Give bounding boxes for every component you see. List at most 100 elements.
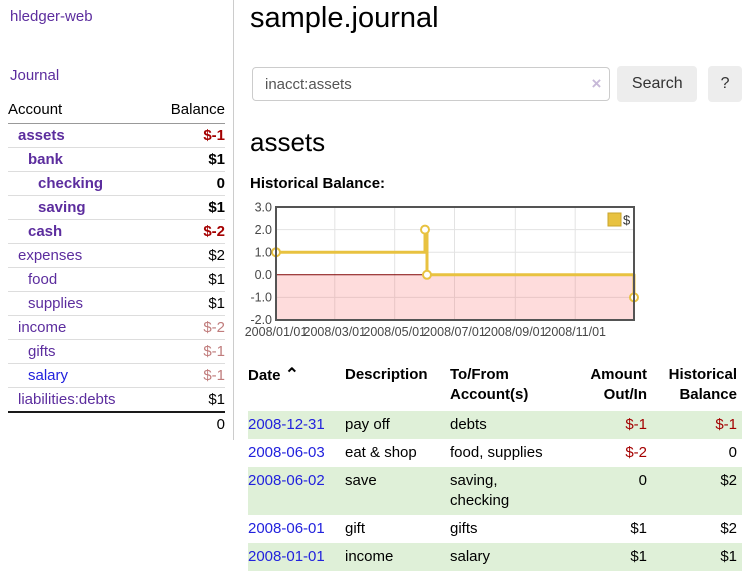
table-row: 2008-12-31 pay off debts $-1 $-1	[248, 411, 742, 439]
clear-icon[interactable]: ×	[591, 74, 602, 93]
account-row: supplies $1	[8, 291, 225, 316]
sidebar-item-journal[interactable]: Journal	[10, 67, 60, 84]
account-balance: $1	[152, 387, 225, 412]
account-heading: assets	[250, 127, 326, 157]
account-row: cash $-2	[8, 219, 225, 244]
account-link-salary[interactable]: salary	[28, 367, 69, 384]
transaction-balance: 0	[728, 444, 737, 461]
transaction-accounts: saving, checking	[450, 472, 510, 509]
search-input[interactable]	[252, 67, 611, 101]
transaction-date-link[interactable]: 2008-06-02	[248, 472, 325, 489]
page-title: sample.journal	[250, 2, 439, 34]
register-header-balance: Historical Balance	[668, 366, 737, 403]
account-link-assets[interactable]: assets	[18, 127, 65, 144]
account-balance: 0	[152, 171, 225, 196]
transaction-date-link[interactable]: 2008-01-01	[248, 548, 325, 565]
svg-text:2.0: 2.0	[255, 223, 272, 237]
svg-text:2008/05/01: 2008/05/01	[363, 325, 426, 339]
account-row: checking 0	[8, 171, 225, 196]
account-link-expenses[interactable]: expenses	[18, 247, 83, 264]
sidebar-divider	[233, 0, 234, 440]
main-content: sample.journal × Search ? assets Histori…	[245, 0, 742, 571]
account-link-income[interactable]: income	[18, 319, 67, 336]
legend-label: $	[623, 213, 631, 228]
chart-canvas: $ 3.0 2.0 1.0 0.0 -1.0 -2.0 2008/01/01 2…	[245, 201, 639, 339]
account-balance: $1	[152, 147, 225, 172]
transaction-amount: $1	[630, 520, 647, 537]
x-axis-ticks: 2008/01/01 2008/03/01 2008/05/01 2008/07…	[245, 325, 606, 339]
chart-border	[275, 206, 635, 321]
transaction-accounts: gifts	[450, 520, 478, 537]
table-row: 2008-06-03 eat & shop food, supplies $-2…	[248, 439, 742, 467]
account-link-cash[interactable]: cash	[28, 223, 63, 240]
chart-legend: $	[607, 212, 631, 228]
legend-swatch-icon	[607, 212, 622, 227]
transaction-accounts: food, supplies	[450, 444, 543, 461]
svg-text:3.0: 3.0	[255, 201, 272, 215]
accounts-total-row: 0	[8, 411, 225, 436]
transaction-accounts: debts	[450, 416, 487, 433]
account-balance: $-1	[152, 123, 225, 148]
account-row: income $-2	[8, 315, 225, 340]
svg-text:1.0: 1.0	[255, 246, 272, 260]
svg-text:2008/07/01: 2008/07/01	[423, 325, 486, 339]
accounts-header-balance: Balance	[152, 98, 225, 124]
transaction-date-link[interactable]: 2008-06-03	[248, 444, 325, 461]
table-row: 2008-06-01 gift gifts $1 $2	[248, 515, 742, 543]
sort-ascending-icon: ⌃	[284, 365, 299, 384]
transaction-amount: $1	[630, 548, 647, 565]
account-link-gifts[interactable]: gifts	[28, 343, 56, 360]
register-header-row: Date ⌃ Description To/From Account(s) Am…	[248, 363, 742, 411]
transaction-description: pay off	[345, 416, 390, 433]
svg-text:-1.0: -1.0	[250, 291, 272, 305]
table-row: 2008-06-02 save saving, checking 0 $2	[248, 467, 742, 515]
svg-text:2008/11/01: 2008/11/01	[544, 325, 606, 339]
transaction-date-link[interactable]: 2008-12-31	[248, 416, 325, 433]
transaction-date-link[interactable]: 2008-06-01	[248, 520, 325, 537]
accounts-total-value: 0	[152, 411, 225, 436]
account-link-saving[interactable]: saving	[38, 199, 86, 216]
negative-region	[277, 275, 633, 320]
register-table: Date ⌃ Description To/From Account(s) Am…	[248, 363, 742, 571]
search-button[interactable]: Search	[617, 66, 698, 102]
brand-link[interactable]: hledger-web	[10, 8, 93, 25]
y-axis-ticks: 3.0 2.0 1.0 0.0 -1.0 -2.0	[250, 201, 272, 328]
account-balance: $1	[152, 195, 225, 220]
transaction-description: save	[345, 472, 377, 489]
account-balance: $-1	[152, 363, 225, 388]
account-link-liabilities-debts[interactable]: liabilities:debts	[18, 391, 116, 408]
account-link-supplies[interactable]: supplies	[28, 295, 84, 312]
account-balance: $1	[152, 291, 225, 316]
account-balance: $-2	[152, 219, 225, 244]
transaction-description: eat & shop	[345, 444, 417, 461]
transaction-amount: 0	[638, 472, 647, 489]
data-point-marker	[422, 269, 432, 280]
account-row: saving $1	[8, 195, 225, 220]
transaction-balance: $2	[720, 472, 737, 489]
svg-text:0.0: 0.0	[255, 268, 272, 282]
account-link-bank[interactable]: bank	[28, 151, 64, 168]
account-row: food $1	[8, 267, 225, 292]
sidebar: hledger-web Journal Account Balance asse…	[0, 0, 233, 436]
account-row: gifts $-1	[8, 339, 225, 364]
search-bar: × Search ?	[252, 66, 742, 102]
account-link-food[interactable]: food	[28, 271, 58, 288]
transaction-description: gift	[345, 520, 366, 537]
account-balance: $-2	[152, 315, 225, 340]
account-balance: $2	[152, 243, 225, 268]
transaction-balance: $2	[720, 520, 737, 537]
account-balance: $-1	[152, 339, 225, 364]
register-header-date[interactable]: Date ⌃	[248, 365, 299, 384]
account-row: expenses $2	[8, 243, 225, 268]
register-header-description: Description	[345, 366, 428, 383]
accounts-header-account: Account	[8, 98, 153, 124]
transaction-description: income	[345, 548, 394, 565]
help-button[interactable]: ?	[708, 66, 742, 102]
account-link-checking[interactable]: checking	[38, 175, 104, 192]
transaction-accounts: salary	[450, 548, 491, 565]
chart-title: Historical Balance:	[250, 175, 386, 192]
transaction-amount: $-1	[625, 416, 647, 433]
register-header-accounts: To/From Account(s)	[450, 366, 529, 403]
transaction-amount: $-2	[625, 444, 647, 461]
